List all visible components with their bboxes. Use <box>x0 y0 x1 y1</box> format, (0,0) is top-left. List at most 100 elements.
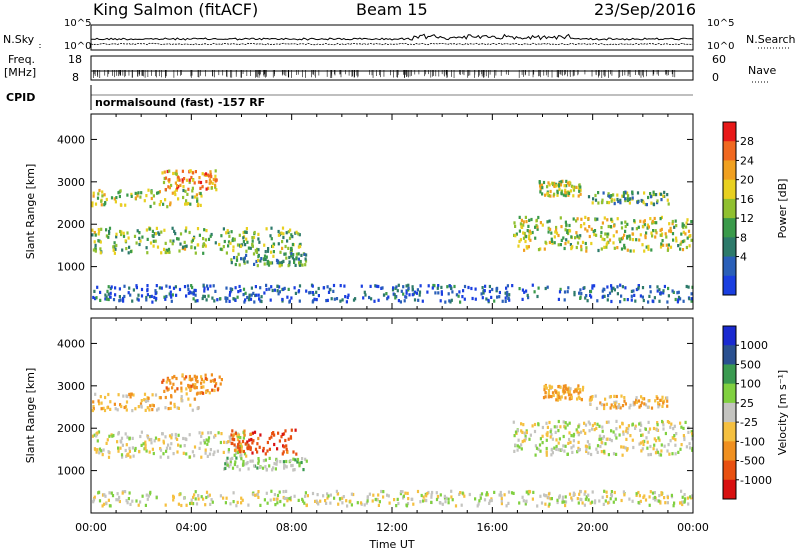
nave-label-tick-high: 60 <box>712 53 726 66</box>
noise-panel-frame <box>90 24 694 51</box>
power-echo-cell <box>649 195 653 199</box>
velocity-echo-cell <box>669 425 672 429</box>
velocity-echo-cell <box>191 408 194 412</box>
velocity-echo-cell <box>587 451 590 455</box>
power-echo-cell <box>332 289 335 293</box>
power-echo-cell <box>244 291 247 295</box>
power-echo-cell <box>277 261 280 265</box>
power-echo-cell <box>658 288 661 292</box>
velocity-echo-cell <box>216 449 219 453</box>
power-echo-cell <box>115 196 118 200</box>
power-echo-cell <box>135 284 138 288</box>
velocity-echo-cell <box>564 421 567 425</box>
velocity-echo-cell <box>549 430 552 434</box>
velocity-echo-cell <box>96 431 99 435</box>
power-echo-cell <box>660 227 663 231</box>
power-echo-cell <box>362 296 365 300</box>
noise-right-tick-low: 10^0 <box>707 41 734 52</box>
velocity-echo-cell <box>577 440 580 444</box>
velocity-echo-cell <box>108 504 111 508</box>
power-echo-cell <box>101 190 104 194</box>
velocity-echo-cell <box>602 502 605 506</box>
velocity-echo-cell <box>259 433 262 437</box>
power-echo-cell <box>394 296 397 300</box>
velocity-echo-cell <box>575 428 578 432</box>
power-echo-cell <box>326 298 329 302</box>
velocity-echo-cell <box>612 430 615 434</box>
noise-right-tick-high: 10^5 <box>707 18 734 29</box>
power-echo-cell <box>646 226 649 230</box>
velocity-echo-cell <box>230 433 233 437</box>
velocity-echo-cell <box>234 445 237 449</box>
velocity-echo-cell <box>500 502 503 506</box>
power-echo-cell <box>578 189 581 193</box>
power-echo-cell <box>580 217 583 221</box>
velocity-echo-cell <box>232 434 235 438</box>
power-echo-cell <box>619 300 622 304</box>
velocity-echo-cell <box>518 501 521 505</box>
power-echo-cell <box>315 298 318 302</box>
power-echo-cell <box>461 295 464 299</box>
velocity-echo-cell <box>607 501 610 505</box>
power-echo-cell <box>206 284 209 288</box>
velocity-echo-cell <box>200 495 203 499</box>
velocity-echo-cell <box>581 388 584 392</box>
velocity-echo-cell <box>129 395 132 399</box>
velocity-echo-cell <box>547 492 551 496</box>
velocity-echo-cell <box>652 447 655 451</box>
velocity-colorbar-segment <box>723 326 736 346</box>
power-echo-cell <box>535 223 538 228</box>
power-echo-cell <box>277 233 280 237</box>
power-echo-cell <box>538 181 541 185</box>
power-echo-cell <box>295 230 298 234</box>
power-echo-cell <box>286 239 289 243</box>
velocity-echo-cell <box>168 434 172 438</box>
velocity-echo-cell <box>259 503 262 507</box>
velocity-echo-cell <box>372 493 375 497</box>
velocity-echo-cell <box>686 496 689 500</box>
power-echo-cell <box>557 233 560 238</box>
velocity-echo-cell <box>268 464 271 468</box>
velocity-echo-cell <box>579 390 582 394</box>
power-echo-cell <box>91 233 94 237</box>
power-echo-cell <box>556 191 559 195</box>
velocity-echo-cell <box>131 446 134 450</box>
power-echo-cell <box>193 246 197 250</box>
power-echo-cell <box>652 190 655 194</box>
velocity-echo-cell <box>106 406 109 410</box>
velocity-echo-cell <box>668 420 671 425</box>
power-echo-cell <box>666 248 669 252</box>
velocity-echo-cell <box>285 447 288 451</box>
velocity-echo-cell <box>150 441 153 445</box>
power-echo-cell <box>140 191 143 195</box>
power-echo-cell <box>101 194 104 198</box>
power-echo-cell <box>594 193 597 198</box>
power-echo-cell <box>239 289 242 293</box>
power-echo-cell <box>601 221 604 225</box>
velocity-colorbar-label: -1000 <box>740 474 772 487</box>
velocity-echo-cell <box>623 399 626 403</box>
power-echo-cell <box>655 221 658 225</box>
velocity-echo-cell <box>181 399 184 403</box>
power-echo-cell <box>643 249 646 253</box>
velocity-echo-cell <box>541 425 544 430</box>
velocity-echo-cell <box>545 386 548 390</box>
velocity-echo-cell <box>324 499 327 503</box>
power-echo-cell <box>593 284 596 288</box>
velocity-echo-cell <box>666 449 669 453</box>
velocity-echo-cell <box>151 403 154 407</box>
power-echo-cell <box>440 290 443 294</box>
velocity-echo-cell <box>651 491 655 495</box>
power-echo-cell <box>576 241 580 245</box>
velocity-echo-cell <box>371 499 374 503</box>
velocity-echo-cell <box>375 498 379 502</box>
power-echo-cell <box>622 192 626 196</box>
power-echo-cell <box>540 183 544 187</box>
power-echo-cell <box>137 293 140 297</box>
velocity-echo-cell <box>261 466 265 470</box>
power-echo-cell <box>555 225 558 230</box>
power-echo-cell <box>563 290 567 294</box>
power-echo-cell <box>674 219 677 223</box>
power-echo-cell <box>581 240 585 244</box>
power-echo-cell <box>659 228 662 232</box>
